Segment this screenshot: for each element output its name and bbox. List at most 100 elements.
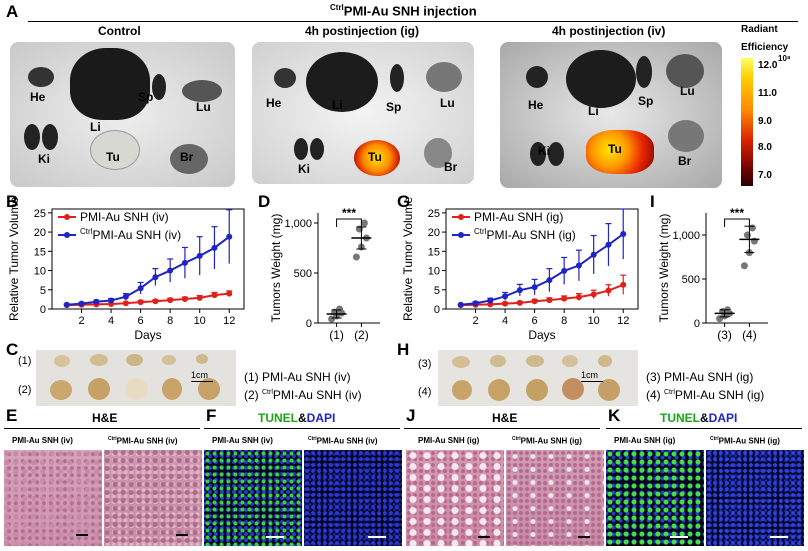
scale-bar — [191, 381, 213, 382]
x-tick-label: 10 — [588, 315, 600, 327]
tumor — [488, 379, 510, 401]
tunel-image-right — [304, 450, 402, 546]
panel-label-g: G — [397, 192, 411, 211]
data-point — [122, 300, 129, 307]
tunel-image-left — [606, 450, 704, 546]
tumor — [162, 355, 176, 365]
scale-bar — [670, 536, 688, 538]
x-tick-label: 12 — [617, 315, 629, 327]
y-tick-label: 10 — [34, 266, 46, 278]
legend-c-1: (1) PMI-Au SNH (iv) — [244, 370, 351, 384]
label-sp: Sp — [138, 90, 154, 104]
organ-kidney-1 — [294, 138, 308, 160]
y-tick-label: 15 — [428, 246, 440, 258]
tumor — [526, 355, 544, 367]
x-tick-label: (1) — [329, 328, 344, 342]
organ-image-ig: He Li Sp Lu Ki Tu Br — [252, 42, 474, 184]
scale-bar — [76, 534, 88, 536]
tumor — [50, 380, 72, 400]
tumor-photo-c: 1cm — [36, 350, 236, 406]
hist-label: CtrlPMI-Au SNH (iv) — [108, 436, 178, 446]
y-tick-label: 25 — [428, 208, 440, 220]
y-tick-label: 1,000 — [672, 230, 700, 242]
organ-spleen — [636, 56, 652, 88]
organ-liver — [70, 48, 150, 120]
tumor — [598, 355, 612, 367]
data-point — [93, 298, 100, 305]
data-point — [137, 299, 144, 306]
organ-image-control: He Li Sp Lu Ki Tu Br — [10, 42, 235, 187]
tumor — [162, 378, 182, 400]
label-br: Br — [444, 160, 458, 174]
colorbar-exponent: 10⁸ — [778, 54, 791, 63]
series-line — [66, 292, 230, 307]
legend-marker — [64, 214, 70, 220]
panel-k-title: TUNEL&DAPI — [660, 411, 738, 425]
y-tick-label: 15 — [34, 246, 46, 258]
tumor-photo-h: 1cm — [438, 350, 638, 406]
panel-label-i: I — [650, 192, 655, 211]
tumor — [562, 355, 578, 367]
data-point — [352, 253, 360, 261]
tumor — [90, 354, 108, 366]
data-point — [167, 267, 174, 274]
hist-label: PMI-Au SNH (iv) — [212, 436, 273, 445]
colorbar-title-2: Efficiency — [741, 42, 789, 53]
data-point — [360, 219, 368, 227]
scale-bar — [770, 536, 788, 538]
x-tick-label: 8 — [561, 315, 567, 327]
plot-frame — [445, 208, 639, 310]
tumor — [196, 354, 208, 364]
colorbar-title-1: Radiant — [741, 24, 778, 35]
tumor — [526, 379, 548, 401]
label-br: Br — [678, 154, 692, 168]
significance-bracket — [724, 218, 750, 227]
group-label-ig: 4h postinjection (ig) — [305, 24, 419, 38]
x-tick-label: 2 — [472, 315, 478, 327]
label-lu: Lu — [196, 100, 211, 114]
data-point — [590, 251, 597, 258]
data-point — [181, 259, 188, 266]
colorbar-tick: 11.0 — [758, 88, 777, 99]
group-label-iv: 4h postinjection (iv) — [552, 24, 666, 38]
x-axis-label: Days — [528, 328, 555, 342]
data-point — [78, 300, 85, 307]
data-point — [516, 287, 523, 294]
organ-heart — [526, 66, 548, 88]
series-line — [66, 235, 230, 306]
scale-bar — [478, 536, 490, 538]
legend-marker — [458, 214, 464, 220]
organ-kidney-2 — [310, 138, 324, 160]
colorbar-tick: 7.0 — [758, 170, 772, 181]
data-point — [487, 297, 494, 304]
label-he: He — [30, 90, 46, 104]
label-sp: Sp — [386, 100, 402, 114]
organ-tumor-fluorescent — [586, 130, 654, 174]
label-ki: Ki — [298, 162, 310, 176]
y-tick-label: 25 — [34, 208, 46, 220]
data-point — [561, 295, 568, 302]
label-he: He — [266, 96, 282, 110]
label-li: Li — [90, 120, 101, 134]
data-point — [137, 285, 144, 292]
data-point — [605, 241, 612, 248]
he-image-right — [506, 450, 604, 546]
data-point — [152, 274, 159, 281]
label-he: He — [528, 98, 544, 112]
x-tick-label: (4) — [742, 328, 757, 342]
y-tick-label: 0 — [434, 304, 440, 316]
tumor — [198, 378, 220, 400]
chart-b: 0 5 10 15 20 25 2 4 6 8 10 12 Days Relative Tumor Vol… — [7, 197, 245, 342]
organ-kidney-2 — [42, 124, 58, 150]
x-tick-label: 6 — [138, 315, 144, 327]
data-point — [516, 299, 523, 306]
row-label: (3) — [418, 358, 432, 370]
label-sp: Sp — [638, 94, 654, 108]
scale-bar — [581, 381, 603, 382]
hist-label: PMI-Au SNH (ig) — [418, 436, 480, 445]
organ-tumor-fluorescent — [354, 140, 400, 176]
rule — [204, 428, 400, 429]
panel-label-f: F — [206, 406, 217, 425]
data-point — [502, 300, 509, 307]
scale-bar-label: 1cm — [191, 370, 209, 380]
